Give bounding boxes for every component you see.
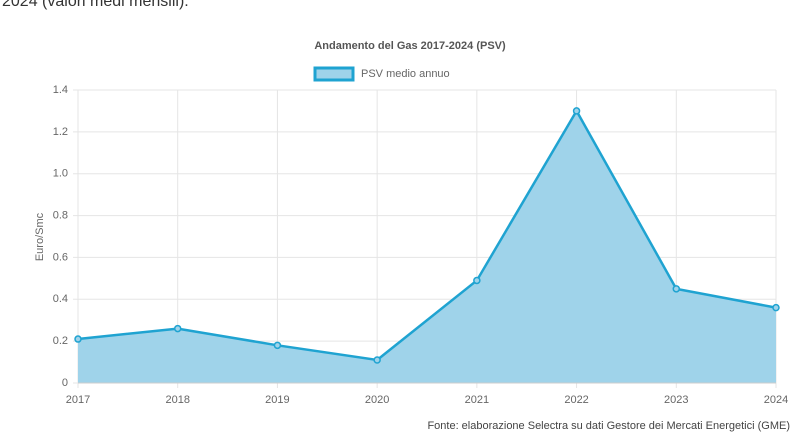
intro-text: 2024 (valori medi mensili). [2,0,189,10]
data-point [74,335,82,343]
x-tick-label: 2023 [664,394,688,406]
x-tick-label: 2020 [365,394,389,406]
x-tick-label: 2019 [265,394,289,406]
data-point [173,324,182,333]
data-point [772,303,780,312]
y-axis-label: Euro/Smc [34,212,46,261]
y-tick-label: 0.4 [53,293,68,305]
legend-swatch [313,66,355,82]
y-tick-label: 1.4 [53,84,68,96]
source-note: Fonte: elaborazione Selectra su dati Ges… [427,420,790,432]
y-tick-label: 1.2 [53,126,68,138]
y-tick-label: 0.2 [53,335,68,347]
y-tick-label: 0.8 [53,209,68,221]
legend-label: PSV medio annuo [361,68,450,80]
data-point [572,107,581,115]
y-tick-label: 1.0 [53,168,68,180]
data-point [273,341,282,350]
y-tick-label: 0.6 [53,251,68,263]
line [77,108,777,362]
data-point [473,276,481,285]
area-fill [78,110,776,383]
x-tick-label: 2024 [764,394,788,406]
x-tick-label: 2017 [66,394,90,406]
chart-title: Andamento del Gas 2017-2024 (PSV) [314,40,506,52]
data-point [373,356,381,364]
data-point [672,285,681,293]
x-tick-label: 2021 [465,394,489,406]
x-tick-label: 2022 [564,394,588,406]
y-tick-label: 0 [62,377,68,389]
x-tick-label: 2018 [165,394,189,406]
